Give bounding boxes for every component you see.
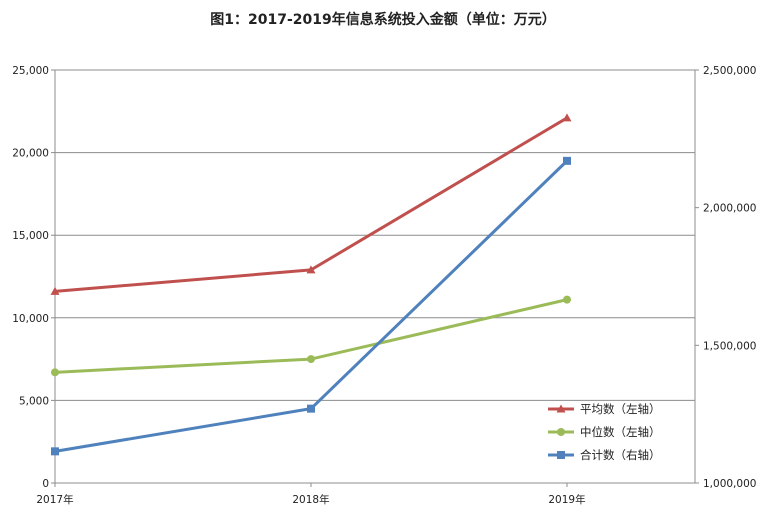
series-group (50, 113, 572, 456)
left-tick-label: 5,000 (19, 395, 49, 407)
right-axis-ticks: 1,000,000 1,500,000 2,000,000 2,500,000 (695, 65, 756, 490)
x-tick-label: 2019年 (548, 493, 585, 506)
legend-label: 平均数（左轴） (580, 402, 661, 416)
data-point (51, 368, 59, 377)
x-tick-label: 2018年 (292, 493, 329, 506)
left-axis-ticks: 0 5,000 10,000 15,000 20,000 25,000 (12, 65, 55, 490)
legend-label: 合计数（右轴） (580, 448, 661, 462)
legend-item: 合计数（右轴） (548, 448, 661, 462)
legend-item: 中位数（左轴） (548, 425, 661, 439)
x-tick-label: 2017年 (36, 493, 73, 506)
left-tick-label: 25,000 (12, 65, 49, 77)
gridlines (55, 69, 695, 401)
axes (54, 70, 696, 484)
data-point (307, 404, 315, 413)
legend-item: 平均数（左轴） (548, 402, 661, 416)
right-tick-label: 2,500,000 (703, 65, 756, 77)
data-point (306, 265, 316, 274)
data-point (51, 447, 59, 456)
series-line (54, 116, 568, 293)
series-1 (50, 113, 572, 295)
series-2 (51, 295, 571, 377)
left-tick-label: 10,000 (12, 313, 49, 325)
data-point (563, 295, 571, 304)
left-tick-label: 15,000 (12, 230, 49, 242)
legend-marker (557, 451, 565, 459)
right-tick-label: 1,000,000 (703, 478, 756, 490)
data-point (307, 355, 315, 364)
left-tick-label: 0 (42, 478, 49, 490)
legend-marker (557, 428, 565, 436)
right-tick-label: 2,000,000 (703, 203, 756, 215)
series-3 (51, 156, 571, 456)
data-point (563, 156, 571, 165)
data-point (50, 286, 60, 295)
right-tick-label: 1,500,000 (703, 340, 756, 352)
x-axis-ticks: 2017年 2018年 2019年 (36, 483, 586, 506)
legend-label: 中位数（左轴） (580, 425, 661, 439)
left-tick-label: 20,000 (12, 148, 49, 160)
data-point (562, 113, 572, 122)
legend-marker (556, 404, 566, 413)
legend: 平均数（左轴） 中位数（左轴） 合计数（右轴） (548, 402, 661, 462)
chart-title: 图1：2017-2019年信息系统投入金额（单位：万元） (210, 11, 555, 28)
